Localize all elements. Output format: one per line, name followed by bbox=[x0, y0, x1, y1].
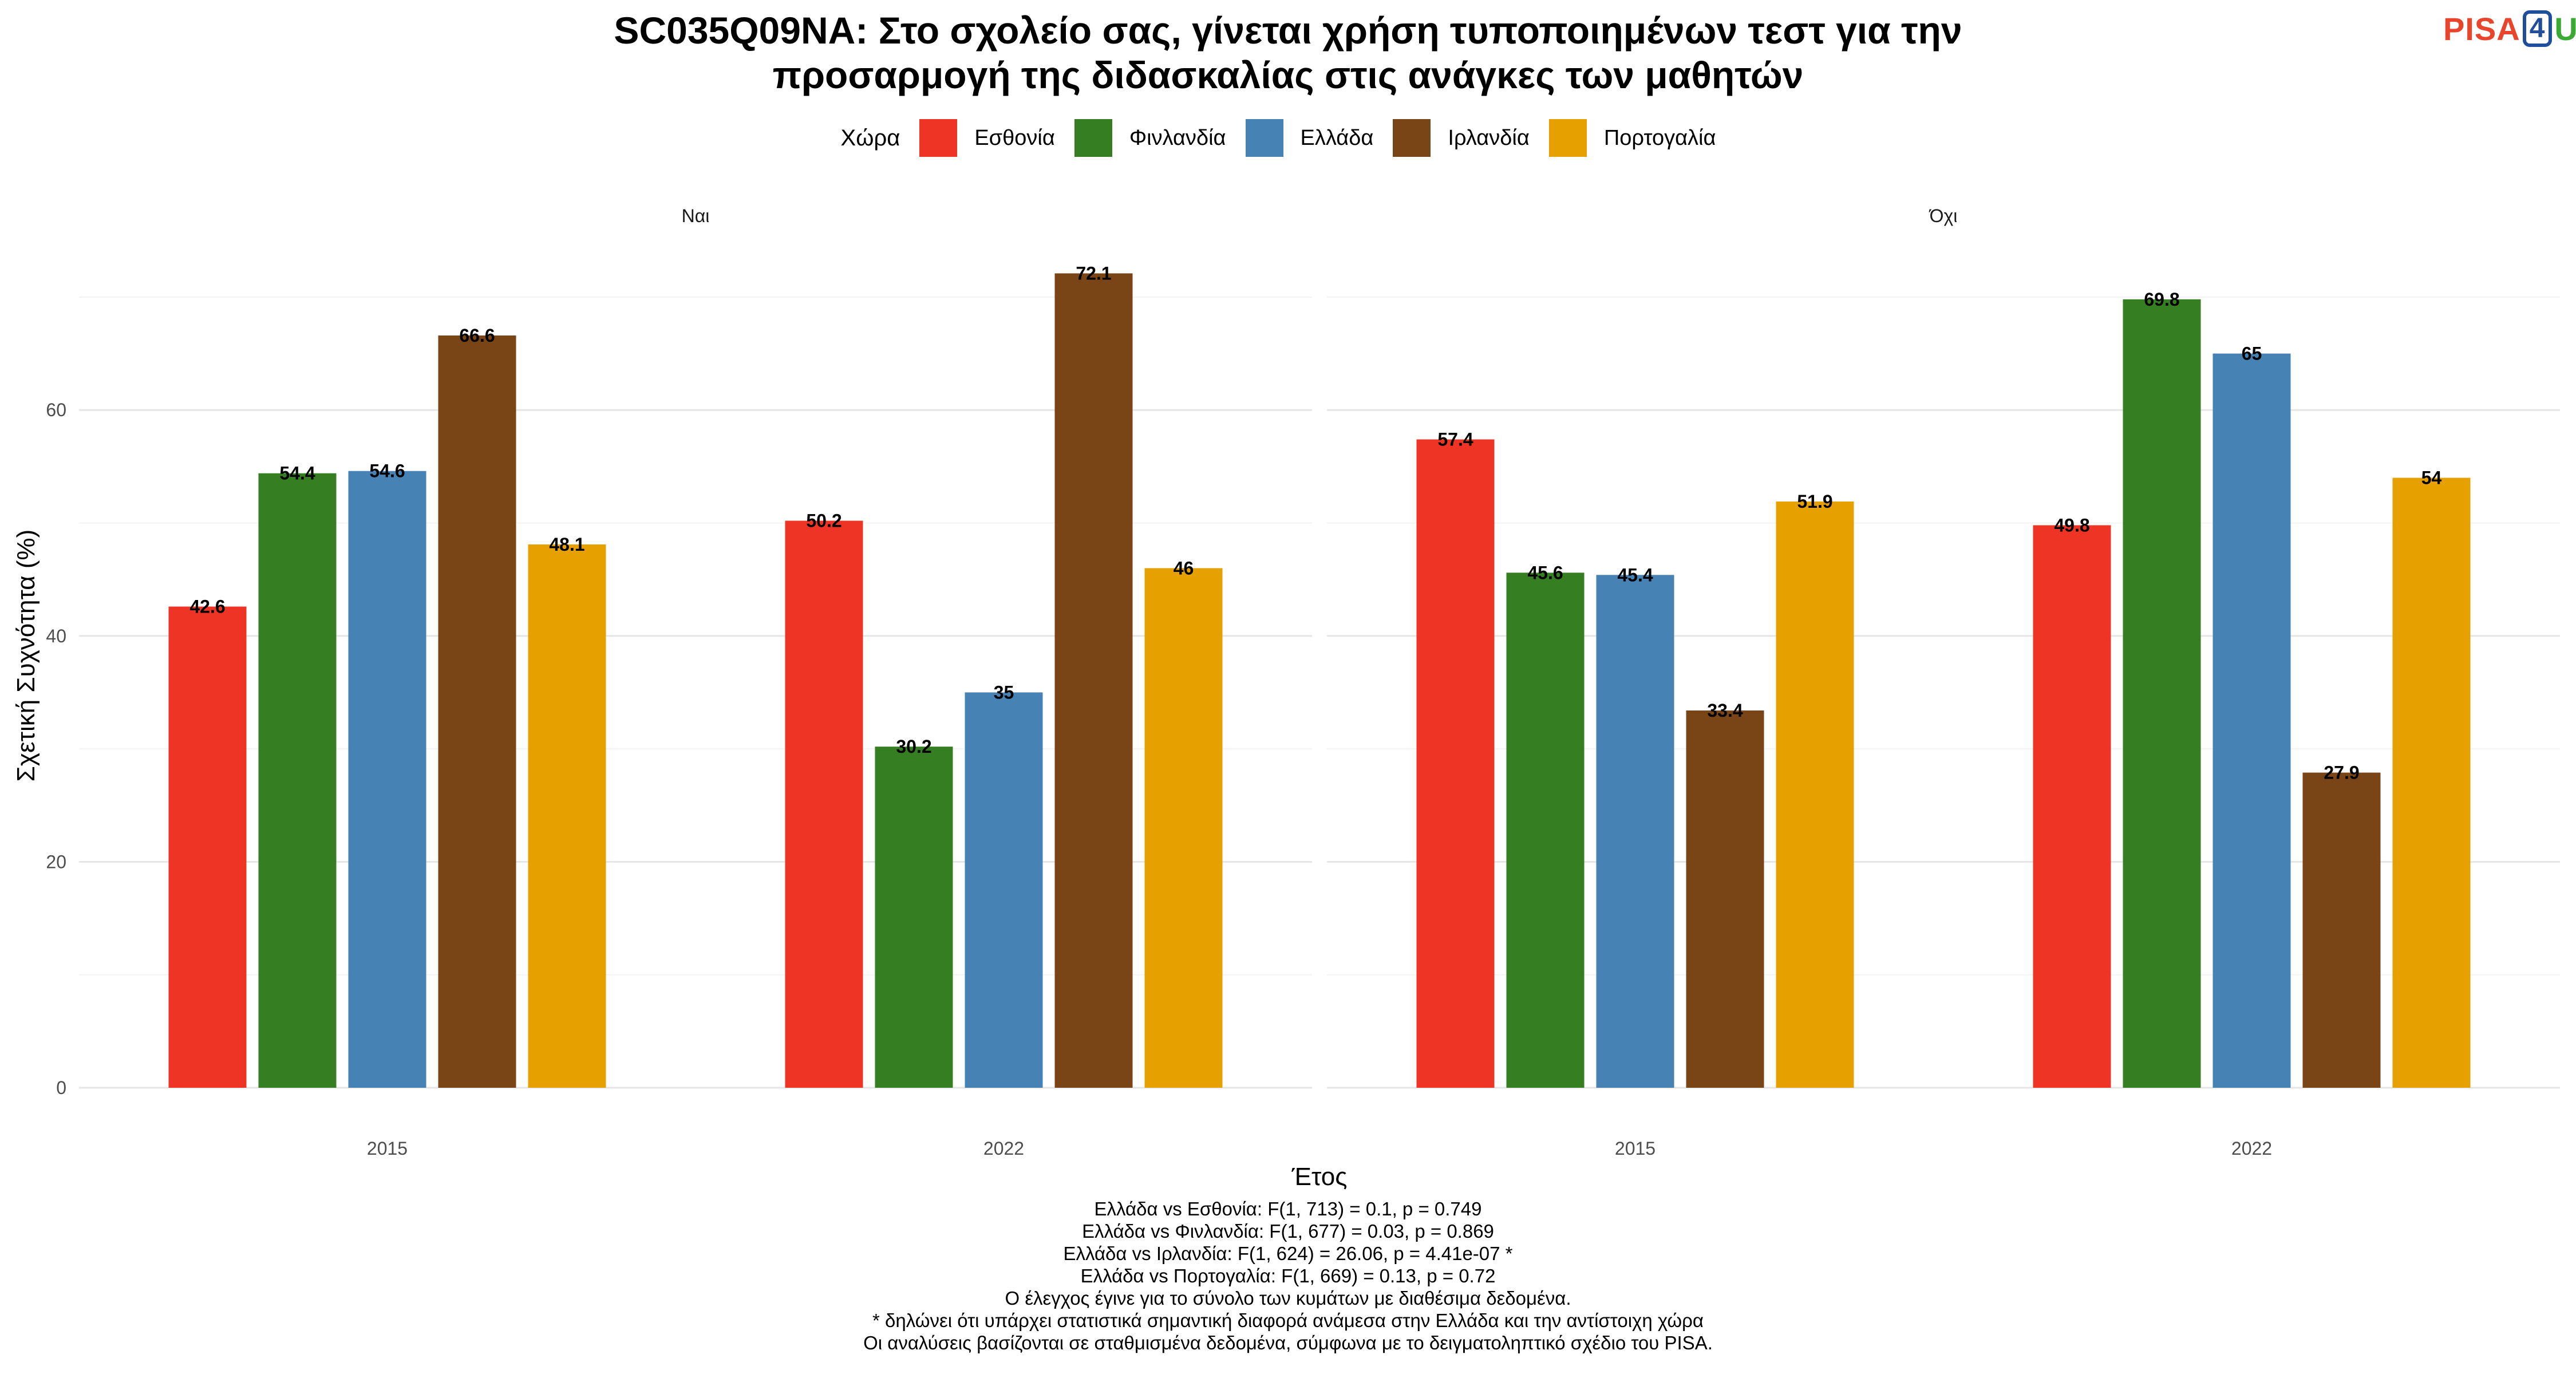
facet-label: Όχι bbox=[1929, 206, 1958, 226]
caption-line: Ελλάδα vs Πορτογαλία: F(1, 669) = 0.13, … bbox=[1080, 1265, 1496, 1286]
logo-text-u: U bbox=[2554, 10, 2576, 47]
bar bbox=[2033, 525, 2111, 1088]
bar-value-label: 45.6 bbox=[1527, 562, 1563, 583]
bar bbox=[1054, 273, 1133, 1088]
facet-panel: Ναι 2015 42.6 54.4 54.6 66.6 48.1 2022 50.2 30.2 3… bbox=[79, 206, 1312, 1159]
facet-label: Ναι bbox=[682, 206, 710, 226]
x-tick-label: 2015 bbox=[367, 1138, 408, 1159]
x-axis-title: Έτος bbox=[1291, 1163, 1348, 1191]
legend-label: Φινλανδία bbox=[1129, 125, 1226, 150]
chart-caption: Ελλάδα vs Εσθονία: F(1, 713) = 0.1, p = … bbox=[0, 1198, 2576, 1354]
bar bbox=[528, 544, 606, 1088]
caption-line: Ο έλεγχος έγινε για το σύνολο των κυμάτω… bbox=[1005, 1288, 1571, 1309]
y-tick-label: 40 bbox=[46, 626, 66, 646]
logo-text-pisa: PISA bbox=[2443, 10, 2520, 47]
bar bbox=[785, 520, 863, 1088]
chart-title-line-2: προσαρμογή της διδασκαλίας στις ανάγκες … bbox=[772, 54, 1804, 96]
bar-value-label: 30.2 bbox=[896, 736, 931, 757]
legend-item: Ελλάδα bbox=[1245, 119, 1374, 157]
bar bbox=[1144, 568, 1223, 1088]
logo-text-4: 4 bbox=[2522, 10, 2553, 47]
bar bbox=[2302, 772, 2381, 1088]
y-axis-title: Σχετική Συχνότητα (%) bbox=[12, 530, 40, 782]
facet-panel: Όχι 2015 57.4 45.6 45.4 33.4 51.9 2022 49.8 69.8 6… bbox=[1327, 206, 2560, 1159]
bar-value-label: 35 bbox=[994, 682, 1014, 702]
legend-label: Πορτογαλία bbox=[1603, 125, 1716, 150]
bar-value-label: 46 bbox=[1174, 558, 1194, 578]
bar-value-label: 54.4 bbox=[279, 463, 315, 484]
caption-line: Ελλάδα vs Φινλανδία: F(1, 677) = 0.03, p… bbox=[1082, 1221, 1494, 1242]
caption-line: Οι αναλύσεις βασίζονται σε σταθμισμένα δ… bbox=[863, 1332, 1713, 1353]
bar-value-label: 27.9 bbox=[2324, 763, 2359, 783]
bar bbox=[1506, 572, 1585, 1088]
legend-key bbox=[919, 119, 958, 157]
grouped-bar-chart: 0 20 40 60 Ναι 2015 42.6 54.4 54.6 66.6 48.1 2022 50… bbox=[12, 206, 2560, 1191]
bar bbox=[438, 335, 516, 1088]
bar-value-label: 51.9 bbox=[1797, 491, 1832, 512]
legend-label: Ιρλανδία bbox=[1448, 125, 1530, 150]
legend-item: Εσθονία bbox=[919, 119, 1055, 157]
bar-value-label: 69.8 bbox=[2144, 289, 2179, 310]
bar bbox=[875, 747, 953, 1088]
bar-value-label: 45.4 bbox=[1617, 564, 1653, 585]
y-tick-label: 20 bbox=[46, 851, 66, 872]
bar-value-label: 48.1 bbox=[549, 534, 584, 555]
x-tick-label: 2015 bbox=[1615, 1138, 1656, 1159]
legend-key bbox=[1393, 119, 1431, 157]
legend-key bbox=[1074, 119, 1112, 157]
bar bbox=[348, 471, 426, 1088]
chart-legend: Χώρα Εσθονία Φινλανδία Ελλάδα Ιρλανδία Πορτο… bbox=[0, 119, 2576, 157]
legend-item: Πορτογαλία bbox=[1548, 119, 1716, 157]
bar bbox=[1686, 710, 1764, 1088]
bar-value-label: 54 bbox=[2421, 468, 2442, 488]
legend-item: Φινλανδία bbox=[1074, 119, 1226, 157]
bar-value-label: 50.2 bbox=[806, 511, 841, 531]
bar bbox=[965, 692, 1043, 1088]
pisa4u-logo: PISA 4 U bbox=[2443, 6, 2576, 52]
caption-line: Ελλάδα vs Εσθονία: F(1, 713) = 0.1, p = … bbox=[1094, 1198, 1482, 1219]
caption-line: Ελλάδα vs Ιρλανδία: F(1, 624) = 26.06, p… bbox=[1063, 1243, 1513, 1264]
legend-label: Ελλάδα bbox=[1300, 125, 1374, 150]
bar-value-label: 49.8 bbox=[2054, 515, 2089, 535]
bar-value-label: 65 bbox=[2242, 344, 2262, 364]
bar bbox=[2392, 477, 2471, 1088]
y-tick-label: 0 bbox=[56, 1077, 66, 1098]
legend-item: Ιρλανδία bbox=[1393, 119, 1530, 157]
legend-label: Εσθονία bbox=[974, 125, 1055, 150]
legend-title: Χώρα bbox=[840, 125, 900, 151]
legend-key bbox=[1548, 119, 1587, 157]
bar bbox=[258, 473, 337, 1088]
x-tick-label: 2022 bbox=[2231, 1138, 2272, 1159]
x-tick-label: 2022 bbox=[983, 1138, 1024, 1159]
chart-title: SC035Q09NA: Στο σχολείο σας, γίνεται χρή… bbox=[0, 8, 2576, 97]
bar bbox=[168, 606, 247, 1088]
bar-value-label: 42.6 bbox=[189, 597, 225, 617]
bar-value-label: 66.6 bbox=[459, 325, 495, 346]
bar-value-label: 54.6 bbox=[369, 461, 405, 481]
chart-title-line-1: SC035Q09NA: Στο σχολείο σας, γίνεται χρή… bbox=[614, 9, 1962, 52]
bar-value-label: 57.4 bbox=[1437, 429, 1473, 449]
bar bbox=[1776, 502, 1854, 1088]
y-tick-label: 60 bbox=[46, 400, 66, 420]
bar bbox=[1416, 439, 1495, 1088]
caption-line: * δηλώνει ότι υπάρχει στατιστικά σημαντι… bbox=[872, 1310, 1704, 1331]
bar-value-label: 72.1 bbox=[1076, 263, 1111, 283]
bar-value-label: 33.4 bbox=[1707, 700, 1743, 721]
legend-key bbox=[1245, 119, 1283, 157]
bar bbox=[2123, 299, 2201, 1088]
bar bbox=[1596, 575, 1674, 1088]
bar bbox=[2212, 353, 2291, 1088]
